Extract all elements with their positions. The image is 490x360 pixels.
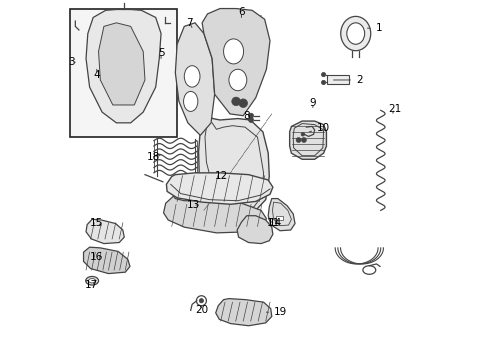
Ellipse shape	[199, 298, 203, 303]
Text: 11: 11	[267, 218, 280, 228]
Polygon shape	[327, 75, 348, 84]
Ellipse shape	[89, 279, 96, 283]
Polygon shape	[202, 9, 270, 116]
Ellipse shape	[184, 66, 200, 87]
Text: 16: 16	[90, 252, 103, 262]
Text: 20: 20	[196, 305, 209, 315]
Ellipse shape	[248, 113, 253, 118]
Polygon shape	[86, 9, 161, 123]
Polygon shape	[86, 219, 124, 244]
Polygon shape	[98, 23, 145, 105]
Polygon shape	[83, 247, 130, 274]
Text: 3: 3	[69, 57, 75, 67]
Text: 17: 17	[85, 280, 98, 291]
Text: 9: 9	[310, 98, 316, 108]
Text: 18: 18	[147, 152, 161, 162]
Text: 14: 14	[269, 218, 282, 228]
Polygon shape	[237, 216, 273, 244]
Ellipse shape	[341, 17, 371, 51]
Ellipse shape	[296, 138, 301, 143]
Ellipse shape	[239, 99, 247, 108]
Text: 5: 5	[158, 48, 164, 59]
Text: 21: 21	[389, 104, 402, 113]
Polygon shape	[290, 121, 326, 159]
Ellipse shape	[184, 91, 198, 111]
Text: 7: 7	[186, 18, 193, 28]
Ellipse shape	[248, 117, 253, 122]
Text: 2: 2	[334, 75, 363, 85]
Text: 1: 1	[368, 23, 382, 33]
Polygon shape	[198, 116, 270, 216]
Ellipse shape	[301, 138, 306, 143]
Polygon shape	[268, 199, 295, 231]
Text: 8: 8	[244, 111, 252, 121]
Text: 12: 12	[215, 171, 228, 181]
Text: 6: 6	[238, 7, 245, 18]
Ellipse shape	[321, 80, 326, 85]
Text: 10: 10	[309, 123, 330, 133]
Polygon shape	[216, 298, 272, 326]
Polygon shape	[167, 173, 273, 204]
Polygon shape	[164, 196, 267, 233]
Ellipse shape	[229, 69, 247, 91]
Bar	[70, 9, 177, 137]
Ellipse shape	[301, 132, 305, 136]
Ellipse shape	[86, 276, 98, 285]
Text: 13: 13	[187, 200, 200, 210]
Ellipse shape	[347, 23, 365, 44]
Ellipse shape	[321, 72, 326, 77]
Polygon shape	[175, 23, 215, 135]
Text: 4: 4	[94, 69, 100, 80]
Ellipse shape	[232, 97, 241, 106]
Polygon shape	[276, 216, 283, 220]
Text: 19: 19	[267, 307, 287, 317]
Ellipse shape	[223, 39, 244, 64]
Text: 15: 15	[90, 218, 103, 228]
